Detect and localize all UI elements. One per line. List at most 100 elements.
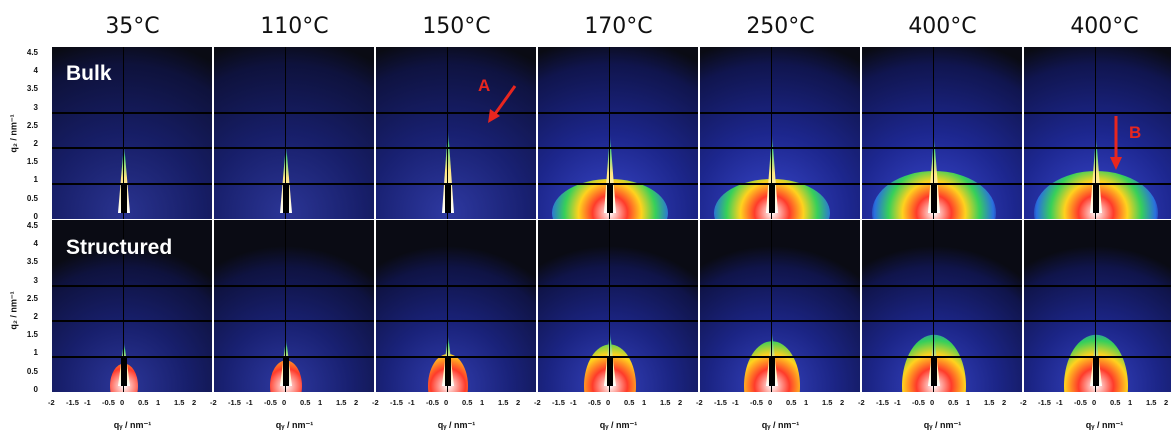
x-tick-label: 0.5 bbox=[138, 398, 149, 407]
panel-bulk-5 bbox=[862, 47, 1022, 219]
x-tick-label: -2 bbox=[372, 398, 379, 407]
annotation-a: A bbox=[478, 76, 491, 95]
x-tick-label: 0 bbox=[1092, 398, 1097, 407]
y-tick-label: 1 bbox=[33, 175, 38, 185]
y-tick-label: 4 bbox=[33, 66, 38, 76]
y-tick-label: 2.5 bbox=[26, 293, 38, 303]
x-tick-label: -1 bbox=[246, 398, 253, 407]
annotation-b: B bbox=[1129, 123, 1142, 142]
x-tick-label: -2 bbox=[534, 398, 541, 407]
panel-bulk-0 bbox=[52, 47, 212, 219]
x-tick-label: -2 bbox=[48, 398, 55, 407]
scattering-image bbox=[376, 47, 536, 219]
panel-bulk-6 bbox=[1024, 47, 1171, 219]
x-tick-label: 2 bbox=[678, 398, 683, 407]
x-tick-label: 1 bbox=[480, 398, 485, 407]
y-tick-label: 0.5 bbox=[26, 366, 38, 376]
x-tick-label: -1 bbox=[732, 398, 739, 407]
x-tick-label: 0 bbox=[930, 398, 935, 407]
scattering-image bbox=[538, 220, 698, 392]
x-tick-label: 1.5 bbox=[984, 398, 995, 407]
x-tick-label: -0.5 bbox=[1074, 398, 1087, 407]
x-tick-label: -1.5 bbox=[552, 398, 565, 407]
x-tick-label: 0 bbox=[120, 398, 125, 407]
x-tick-label: 1 bbox=[1128, 398, 1133, 407]
temperature-label: 150°C bbox=[422, 14, 491, 39]
panel-structured-5 bbox=[862, 220, 1022, 392]
scattering-image bbox=[214, 47, 374, 219]
x-tick-label: -2 bbox=[1020, 398, 1027, 407]
y-tick-label: 3.5 bbox=[26, 257, 38, 267]
x-tick-label: 0 bbox=[444, 398, 449, 407]
temperature-label: 400°C bbox=[1070, 14, 1139, 39]
x-axis-label: qᵧ / nm⁻¹ bbox=[437, 420, 476, 430]
scattering-image bbox=[700, 47, 860, 219]
x-tick-label: 2 bbox=[354, 398, 359, 407]
temperature-label: 400°C bbox=[908, 14, 977, 39]
temperature-label: 35°C bbox=[105, 14, 160, 39]
scattering-image bbox=[1024, 47, 1171, 219]
x-tick-label: 1 bbox=[966, 398, 971, 407]
y-tick-label: 2.5 bbox=[26, 120, 38, 130]
panel-structured-3 bbox=[538, 220, 698, 392]
x-tick-label: 2 bbox=[1164, 398, 1169, 407]
x-tick-label: 0.5 bbox=[948, 398, 959, 407]
x-tick-label: -1.5 bbox=[1038, 398, 1051, 407]
y-tick-label: 4.5 bbox=[26, 221, 38, 230]
y-tick-label: 3 bbox=[33, 275, 38, 285]
x-tick-label: 0.5 bbox=[300, 398, 311, 407]
x-tick-label: 1.5 bbox=[174, 398, 185, 407]
x-tick-label: 1.5 bbox=[1146, 398, 1157, 407]
y-tick-label: 0 bbox=[33, 384, 38, 394]
x-tick-label: -1.5 bbox=[876, 398, 889, 407]
x-axis-label: qᵧ / nm⁻¹ bbox=[599, 420, 638, 430]
x-tick-label: -1 bbox=[84, 398, 91, 407]
x-tick-label: 0 bbox=[282, 398, 287, 407]
x-tick-label: 1.5 bbox=[822, 398, 833, 407]
x-tick-label: -0.5 bbox=[264, 398, 277, 407]
y-tick-label: 1.5 bbox=[26, 157, 38, 167]
x-tick-label: 1.5 bbox=[498, 398, 509, 407]
panel-structured-4 bbox=[700, 220, 860, 392]
y-tick-label: 2 bbox=[33, 312, 38, 321]
temperature-label: 110°C bbox=[260, 14, 329, 39]
x-tick-label: -0.5 bbox=[588, 398, 601, 407]
x-tick-label: -1.5 bbox=[228, 398, 241, 407]
panel-bulk-4 bbox=[700, 47, 860, 219]
panel-structured-1 bbox=[214, 220, 374, 392]
x-tick-label: 0.5 bbox=[462, 398, 473, 407]
x-tick-label: 2 bbox=[840, 398, 845, 407]
arrow-b-head bbox=[1110, 157, 1122, 170]
scattering-image bbox=[1024, 220, 1171, 392]
temperature-label: 170°C bbox=[584, 14, 653, 39]
scattering-image bbox=[52, 47, 212, 219]
x-tick-label: 0 bbox=[768, 398, 773, 407]
panel-bulk-1 bbox=[214, 47, 374, 219]
x-tick-label: 1.5 bbox=[660, 398, 671, 407]
x-tick-label: 2 bbox=[516, 398, 521, 407]
y-tick-label: 2 bbox=[33, 139, 38, 148]
scattering-image bbox=[700, 220, 860, 392]
x-tick-label: 0.5 bbox=[786, 398, 797, 407]
x-tick-label: -1 bbox=[894, 398, 901, 407]
y-tick-label: 1.5 bbox=[26, 330, 38, 340]
x-axis-label: qᵧ / nm⁻¹ bbox=[761, 420, 800, 430]
x-tick-label: -2 bbox=[858, 398, 865, 407]
arrow-a bbox=[493, 85, 517, 115]
x-tick-label: 0.5 bbox=[624, 398, 635, 407]
x-tick-label: 0.5 bbox=[1110, 398, 1121, 407]
panel-structured-6 bbox=[1024, 220, 1171, 392]
x-tick-label: -0.5 bbox=[426, 398, 439, 407]
x-tick-label: 1 bbox=[804, 398, 809, 407]
sample-label-bulk: Bulk bbox=[66, 62, 112, 85]
panel-bulk-2 bbox=[376, 47, 536, 219]
y-tick-label: 4.5 bbox=[26, 48, 38, 57]
scattering-image bbox=[214, 220, 374, 392]
x-tick-label: -0.5 bbox=[750, 398, 763, 407]
x-tick-label: -2 bbox=[696, 398, 703, 407]
scattering-image bbox=[862, 220, 1022, 392]
scattering-image bbox=[376, 220, 536, 392]
scattering-image bbox=[52, 220, 212, 392]
x-tick-label: -1 bbox=[408, 398, 415, 407]
